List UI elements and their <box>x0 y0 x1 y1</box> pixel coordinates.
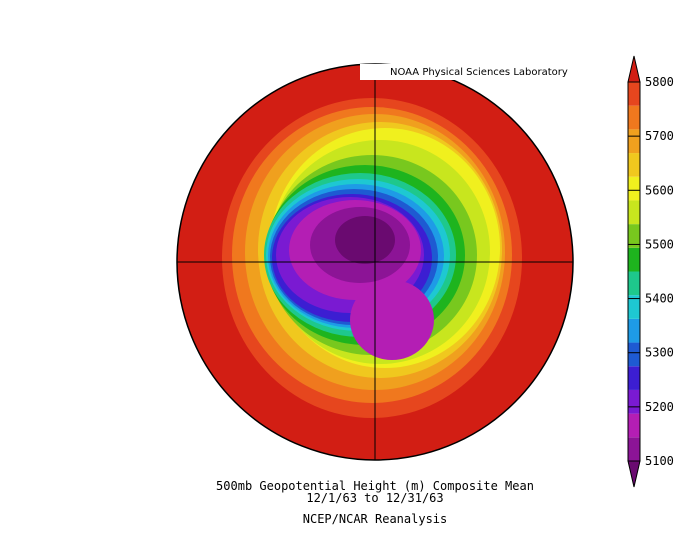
colorbar-over <box>627 55 641 83</box>
colorbar-band <box>628 342 640 367</box>
colorbar-band <box>628 176 640 201</box>
colorbar-band <box>628 366 640 390</box>
colorbar-band <box>628 224 640 248</box>
colorbar-under <box>627 460 641 488</box>
colorbar-band <box>628 413 640 438</box>
colorbar-band <box>628 105 640 130</box>
colorbar-band <box>628 437 640 461</box>
colorbar-band <box>628 200 640 225</box>
colorbar: 5100 5200 5300 5400 5500 5600 5700 5800 <box>627 55 674 488</box>
colorbar-band <box>628 82 640 106</box>
colorbar-label: 5700 <box>645 129 674 143</box>
credit: NOAA Physical Sciences Laboratory <box>390 67 568 78</box>
colorbar-label: 5800 <box>645 75 674 89</box>
colorbar-label: 5600 <box>645 183 674 197</box>
caption: 12/1/63 to 12/31/63 <box>306 491 443 505</box>
colorbar-label: 5300 <box>645 346 674 360</box>
colorbar-band <box>628 153 640 177</box>
colorbar-band <box>628 271 640 296</box>
colorbar-band <box>628 129 640 154</box>
colorbar-band <box>628 318 640 343</box>
colorbar-label: 5400 <box>645 292 674 306</box>
colorbar-band <box>628 389 640 414</box>
colorbar-label: 5200 <box>645 400 674 414</box>
colorbar-label: 5500 <box>645 237 674 251</box>
credit-box <box>360 64 575 80</box>
colorbar-band <box>628 295 640 319</box>
caption: 500mb Geopotential Height (m) Composite … <box>216 479 534 493</box>
colorbar-band <box>628 247 640 272</box>
colorbar-label: 5100 <box>645 454 674 468</box>
caption: NCEP/NCAR Reanalysis <box>303 512 448 526</box>
